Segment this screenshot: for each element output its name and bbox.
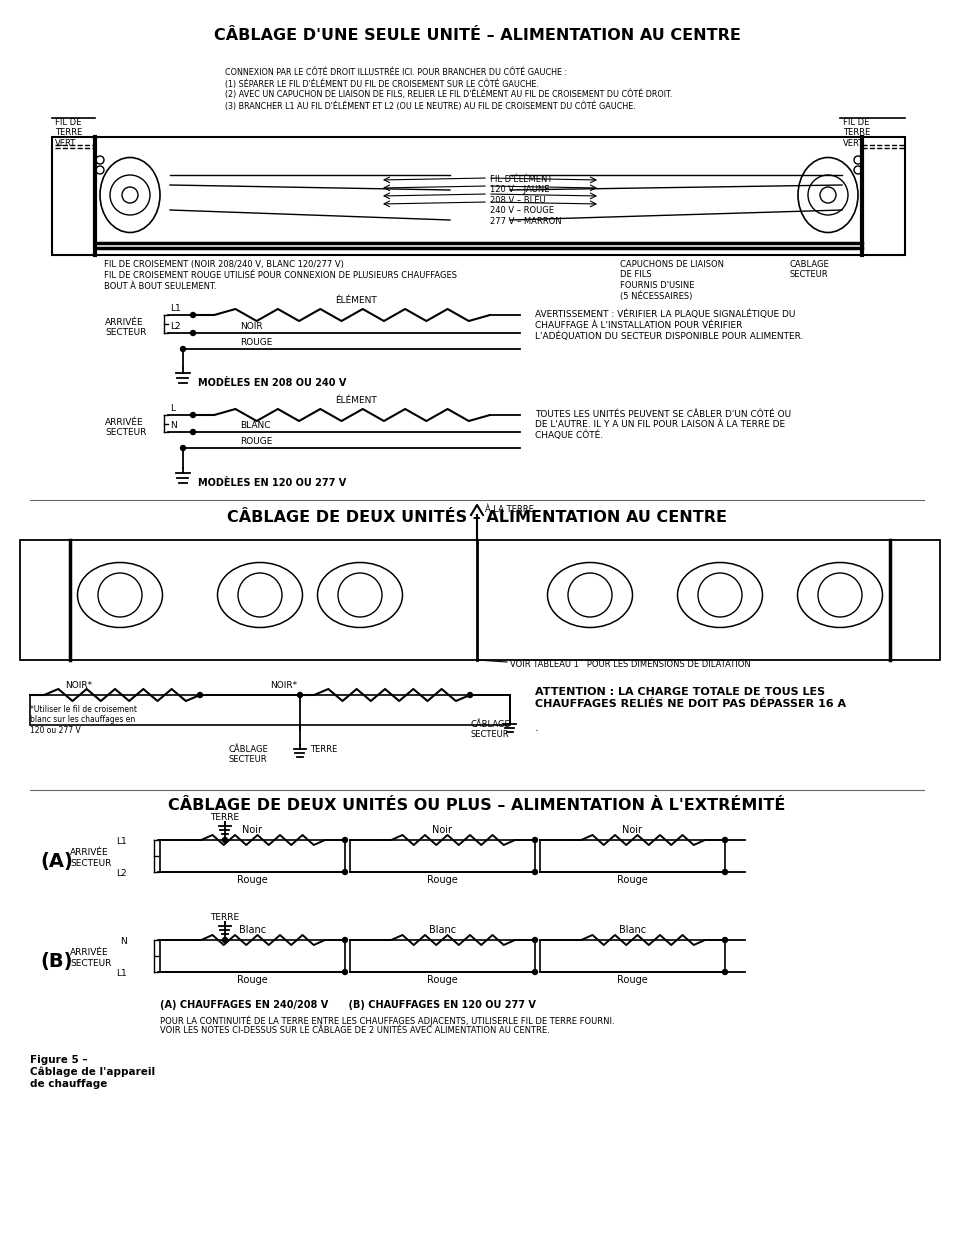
Text: Rouge: Rouge [237,876,268,885]
Text: (A): (A) [40,851,72,871]
Text: ÉLÉMENT: ÉLÉMENT [335,296,377,305]
Text: POUR LA CONTINUITÉ DE LA TERRE ENTRE LES CHAUFFAGES ADJACENTS, UTILISERLE FIL DE: POUR LA CONTINUITÉ DE LA TERRE ENTRE LES… [160,1015,614,1025]
Text: TOUTES LES UNITÉS PEUVENT SE CÂBLER D'UN CÔTÉ OU
DE L'AUTRE. IL Y A UN FIL POUR : TOUTES LES UNITÉS PEUVENT SE CÂBLER D'UN… [535,410,790,441]
Text: Noir: Noir [432,825,452,835]
Text: Figure 5 –
Câblage de l'appareil
de chauffage: Figure 5 – Câblage de l'appareil de chau… [30,1055,155,1089]
Text: ROUGE: ROUGE [240,338,273,347]
Text: ARRIVÉE
SECTEUR: ARRIVÉE SECTEUR [105,417,146,437]
Text: FIL DE
TERRE
VERT: FIL DE TERRE VERT [55,119,82,148]
Bar [539,840,724,872]
Text: (3) BRANCHER L1 AU FIL D'ÉLÉMENT ET L2 (OU LE NEUTRE) AU FIL DE CROISEMENT DU CÔ: (3) BRANCHER L1 AU FIL D'ÉLÉMENT ET L2 (… [225,101,635,110]
Text: Noir: Noir [622,825,641,835]
Text: L1: L1 [116,969,127,978]
Text: À LA TERRE: À LA TERRE [484,505,534,515]
Text: MODÈLES EN 120 OU 277 V: MODÈLES EN 120 OU 277 V [198,478,346,488]
Bar [539,940,724,972]
Circle shape [721,869,727,874]
Text: BOUT À BOUT SEULEMENT.: BOUT À BOUT SEULEMENT. [104,282,216,291]
Text: TERRE: TERRE [211,813,239,823]
Text: N: N [120,937,127,946]
Text: ATTENTION : LA CHARGE TOTALE DE TOUS LES
CHAUFFAGES RELIÉS NE DOIT PAS DÉPASSER : ATTENTION : LA CHARGE TOTALE DE TOUS LES… [535,687,845,709]
Circle shape [297,693,302,698]
Text: (2) AVEC UN CAPUCHON DE LIAISON DE FILS, RELIER LE FIL D'ÉLÉMENT AU FIL DE CROIS: (2) AVEC UN CAPUCHON DE LIAISON DE FILS,… [225,90,672,100]
Text: NOIR*: NOIR* [65,680,92,690]
Circle shape [197,693,202,698]
Text: Rouge: Rouge [237,974,268,986]
Circle shape [467,693,472,698]
Circle shape [342,937,347,942]
Text: (1) SÉPARER LE FIL D'ÉLÉMENT DU FIL DE CROISEMENT SUR LE CÔTÉ GAUCHE.: (1) SÉPARER LE FIL D'ÉLÉMENT DU FIL DE C… [225,79,538,89]
Text: CABLAGE
SECTEUR: CABLAGE SECTEUR [789,261,829,279]
Text: Noir: Noir [242,825,262,835]
Text: Rouge: Rouge [427,876,457,885]
Bar [160,840,345,872]
Text: CÂBLAGE
SECTEUR: CÂBLAGE SECTEUR [470,720,509,740]
Text: Blanc: Blanc [238,925,266,935]
Text: NOIR: NOIR [240,322,262,331]
Text: ROUGE: ROUGE [240,437,273,446]
Bar [350,840,535,872]
Circle shape [532,869,537,874]
Circle shape [191,331,195,336]
Text: L2: L2 [170,322,180,331]
Text: VOIR LES NOTES CI-DESSUS SUR LE CÂBLAGE DE 2 UNITÉS AVEC ALIMENTATION AU CENTRE.: VOIR LES NOTES CI-DESSUS SUR LE CÂBLAGE … [160,1026,549,1035]
Text: Rouge: Rouge [617,974,647,986]
Circle shape [180,347,185,352]
Bar [160,940,345,972]
Text: CAPUCHONS DE LIAISON
DE FILS
FOURNIS D'USINE
(5 NÉCESSAIRES): CAPUCHONS DE LIAISON DE FILS FOURNIS D'U… [619,261,723,301]
Circle shape [721,969,727,974]
Circle shape [342,837,347,842]
Circle shape [342,869,347,874]
Circle shape [191,430,195,435]
Text: L2: L2 [116,869,127,878]
Text: L1: L1 [170,304,180,312]
Text: N: N [170,421,176,430]
Text: ARRIVÉE
SECTEUR: ARRIVÉE SECTEUR [70,948,112,968]
Text: BLANC: BLANC [240,421,271,430]
Bar [52,137,904,254]
Circle shape [721,837,727,842]
Circle shape [532,937,537,942]
Text: Rouge: Rouge [427,974,457,986]
Circle shape [721,937,727,942]
Circle shape [532,837,537,842]
Text: FIL D'ÉLÉMENT
120 V – JAUNE
208 V – BLEU
240 V – ROUGE
277 V – MARRON: FIL D'ÉLÉMENT 120 V – JAUNE 208 V – BLEU… [490,175,561,226]
Text: CÂBLAGE D'UNE SEULE UNITÉ – ALIMENTATION AU CENTRE: CÂBLAGE D'UNE SEULE UNITÉ – ALIMENTATION… [213,28,740,43]
Bar [350,940,535,972]
Text: ARRIVÉE
SECTEUR: ARRIVÉE SECTEUR [105,317,146,337]
Text: Blanc: Blanc [429,925,456,935]
Circle shape [222,937,227,942]
Text: Blanc: Blanc [618,925,645,935]
Text: FIL DE
TERRE
VERT: FIL DE TERRE VERT [842,119,869,148]
Text: (A) CHAUFFAGES EN 240/208 V      (B) CHAUFFAGES EN 120 OU 277 V: (A) CHAUFFAGES EN 240/208 V (B) CHAUFFAG… [160,1000,536,1010]
Text: Rouge: Rouge [617,876,647,885]
Text: *Utiliser le fil de croisement
blanc sur les chauffages en
120 ou 277 V: *Utiliser le fil de croisement blanc sur… [30,705,137,735]
Text: ÉLÉMENT: ÉLÉMENT [335,396,377,405]
Text: AVERTISSEMENT : VÉRIFIER LA PLAQUE SIGNALÉTIQUE DU
CHAUFFAGE À L'INSTALLATION PO: AVERTISSEMENT : VÉRIFIER LA PLAQUE SIGNA… [535,310,802,341]
Circle shape [342,969,347,974]
Circle shape [532,969,537,974]
Text: CONNEXION PAR LE CÔTÉ DROIT ILLUSTRÉE ICI. POUR BRANCHER DU CÔTÉ GAUCHE :: CONNEXION PAR LE CÔTÉ DROIT ILLUSTRÉE IC… [225,68,566,77]
Circle shape [222,837,227,842]
Bar [20,540,939,659]
Text: ARRIVÉE
SECTEUR: ARRIVÉE SECTEUR [70,848,112,868]
Circle shape [191,412,195,417]
Text: CÂBLAGE DE DEUX UNITÉS OU PLUS – ALIMENTATION À L'EXTRÉMITÉ: CÂBLAGE DE DEUX UNITÉS OU PLUS – ALIMENT… [168,798,785,813]
Circle shape [191,312,195,317]
Text: .: . [535,722,538,734]
Text: VOIR TABLEAU 1   POUR LES DIMENSIONS DE DILATATION: VOIR TABLEAU 1 POUR LES DIMENSIONS DE DI… [510,659,750,669]
Text: CÂBLAGE DE DEUX UNITÉS – ALIMENTATION AU CENTRE: CÂBLAGE DE DEUX UNITÉS – ALIMENTATION AU… [227,510,726,525]
Text: MODÈLES EN 208 OU 240 V: MODÈLES EN 208 OU 240 V [198,378,346,388]
Bar [30,695,510,725]
Text: CÂBLAGE
SECTEUR: CÂBLAGE SECTEUR [228,745,268,764]
Text: NOIR*: NOIR* [270,680,296,690]
Text: TERRE: TERRE [310,745,337,755]
Text: TERRE: TERRE [211,913,239,923]
Circle shape [180,446,185,451]
Text: L1: L1 [116,837,127,846]
Text: (B): (B) [40,951,72,971]
Text: FIL DE CROISEMENT (NOIR 208/240 V, BLANC 120/277 V): FIL DE CROISEMENT (NOIR 208/240 V, BLANC… [104,261,343,269]
Text: FIL DE CROISEMENT ROUGE UTILISÉ POUR CONNEXION DE PLUSIEURS CHAUFFAGES: FIL DE CROISEMENT ROUGE UTILISÉ POUR CON… [104,270,456,280]
Text: L: L [170,404,174,412]
